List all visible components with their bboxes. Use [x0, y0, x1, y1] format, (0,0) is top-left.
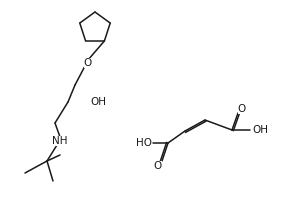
Text: OH: OH	[252, 125, 268, 135]
Text: O: O	[238, 104, 246, 114]
Text: OH: OH	[90, 97, 106, 107]
Text: O: O	[154, 161, 162, 171]
Text: O: O	[84, 58, 92, 68]
Text: HO: HO	[136, 138, 152, 148]
Text: NH: NH	[52, 136, 68, 146]
